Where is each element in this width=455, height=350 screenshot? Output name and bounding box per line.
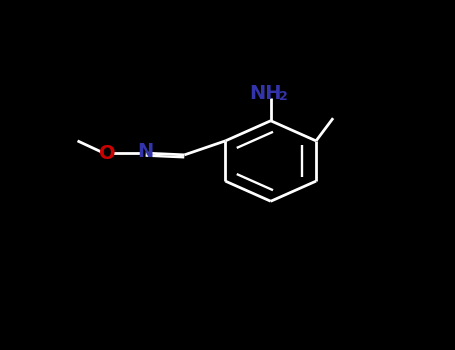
Text: O: O bbox=[99, 144, 116, 163]
Text: N: N bbox=[138, 142, 154, 161]
Text: 2: 2 bbox=[279, 90, 288, 103]
Text: NH: NH bbox=[249, 84, 282, 103]
